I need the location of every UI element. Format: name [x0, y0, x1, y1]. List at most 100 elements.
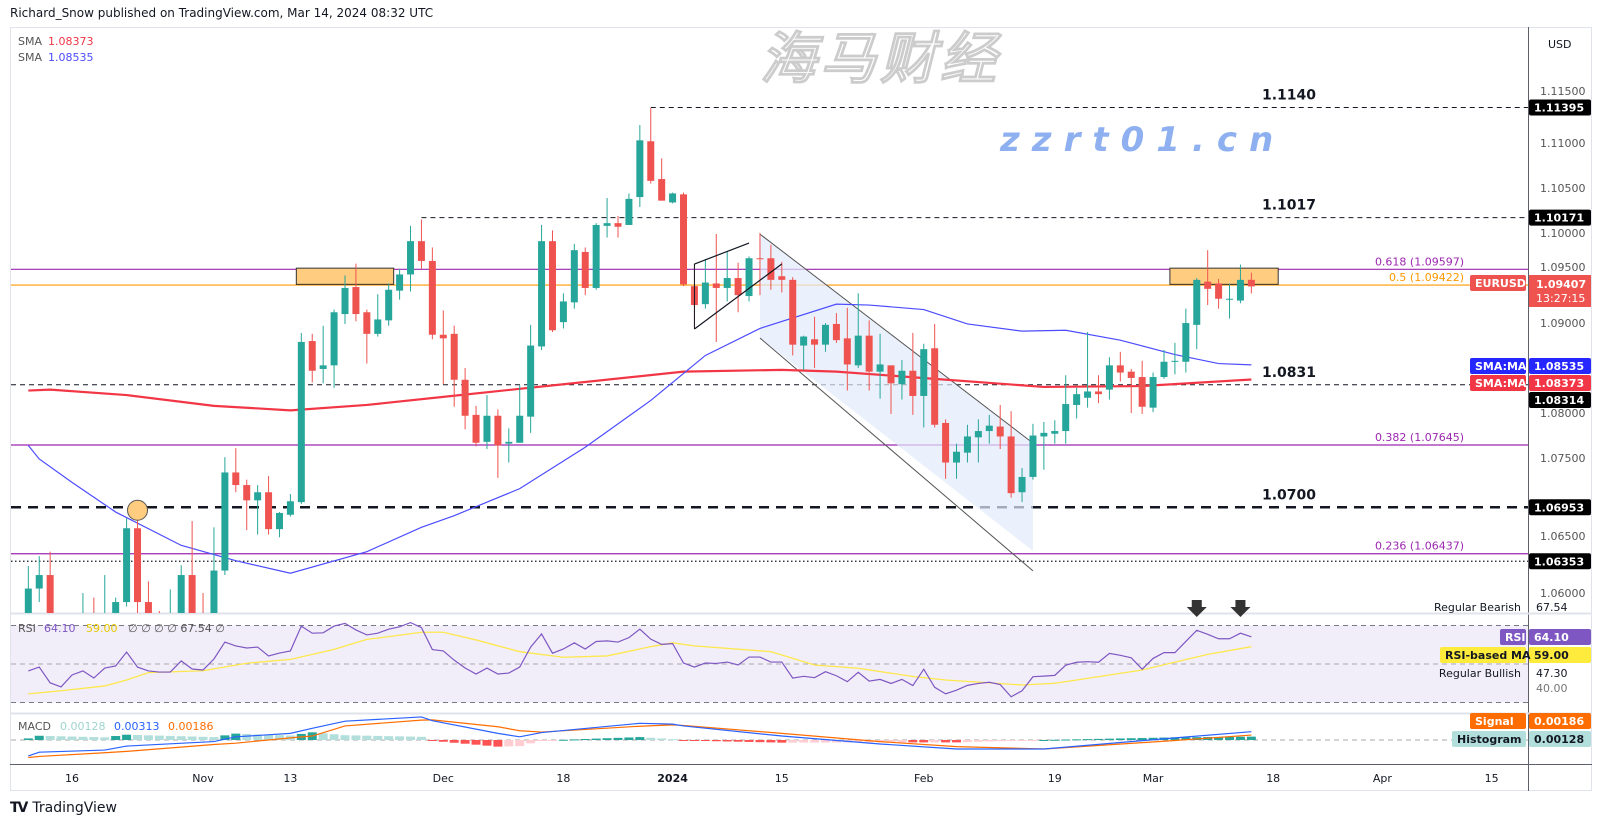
rsi-axis-value: 64.10 [1534, 631, 1569, 644]
candle-body [876, 364, 884, 372]
candle-body [1204, 281, 1212, 289]
macd-histogram-bar [154, 735, 164, 740]
candle-body [974, 431, 982, 438]
legend-sma-slow[interactable]: SMA 1.08373 [18, 35, 94, 48]
watermark-site: zzrt01.cn [1000, 120, 1286, 160]
rsi-ma-axis-label: RSI-based MA [1445, 649, 1531, 662]
candle-body [330, 312, 338, 366]
macd-histogram-bar [580, 738, 590, 740]
price-tick: 1.11000 [1540, 137, 1586, 150]
price-tick: 1.06500 [1540, 530, 1586, 543]
macd-histogram-bar [78, 736, 88, 740]
macd-histogram-bar [187, 736, 197, 740]
candle-body [898, 370, 906, 385]
candle-body [800, 336, 808, 346]
macd-histogram-bar [635, 737, 645, 740]
candle-body [123, 528, 131, 603]
candle-body [494, 415, 502, 446]
macd-histogram-bar [1148, 737, 1158, 740]
time-tick: 16 [65, 772, 79, 785]
macd-histogram-bar [679, 740, 689, 741]
candle-body [352, 287, 360, 315]
macd-histogram-bar [1137, 738, 1147, 740]
macd-histogram-bar [744, 740, 754, 742]
candle-body [243, 485, 251, 501]
macd-signal-line [28, 719, 1252, 759]
regular-bearish-value: 67.54 [1536, 601, 1568, 614]
candle-body [712, 283, 720, 288]
candle-body [625, 198, 633, 225]
macd-histogram-bar [897, 740, 907, 743]
candle-body [112, 602, 120, 613]
candle-body [407, 241, 415, 275]
currency-label[interactable]: USD [1548, 38, 1572, 51]
time-tick: 18 [556, 772, 570, 785]
sma-fast-axis-value: 1.08535 [1534, 360, 1584, 373]
macd-histogram-bar [1028, 740, 1038, 741]
price-pane[interactable] [11, 107, 1528, 688]
candle-body [46, 575, 54, 613]
candle-body [1149, 377, 1157, 408]
macd-histogram-bar [34, 735, 44, 740]
price-axis[interactable]: 1.11500 1.11000 1.10500 1.10000 1.09500 1.090… [1470, 85, 1591, 600]
channel-fill [759, 234, 1033, 551]
macd-histogram-bar [515, 740, 525, 747]
macd-histogram-bar [689, 740, 699, 741]
macd-histogram-bar [657, 738, 667, 740]
time-axis[interactable]: 16 Nov 13 Dec 18 2024 15 Feb 19 Mar 18 Apr 15 [65, 772, 1499, 785]
indicator-legend: SMA 1.08373 SMA 1.08535 [18, 34, 94, 66]
macd-histogram-bar [591, 738, 601, 740]
macd-legend-title: MACD [18, 720, 51, 733]
sma-fast-line [27, 303, 1252, 574]
macd-histogram-bar [1061, 739, 1071, 741]
macd-histogram-bar [930, 740, 940, 743]
macd-histogram-bar [504, 740, 514, 747]
macd-histogram-bar [165, 735, 175, 740]
price-tick: 1.10500 [1540, 182, 1586, 195]
candle-body [385, 289, 393, 321]
candle-body [953, 451, 961, 463]
legend-sma-fast[interactable]: SMA 1.08535 [18, 51, 94, 64]
rsi-legend-title: RSI [18, 622, 36, 635]
candle-body [603, 223, 611, 226]
tradingview-footer[interactable]: TV TradingView [10, 800, 117, 816]
candle-body [1051, 431, 1059, 434]
fib-label: 0.618 (1.09597) [1375, 255, 1464, 268]
macd-histogram-bar [919, 740, 929, 743]
symbol-label-bg [1470, 275, 1526, 291]
candle-body [909, 370, 917, 396]
rsi-ma-axis-value: 59.00 [1534, 649, 1569, 662]
macd-histogram-bar [886, 740, 896, 743]
macd-histogram-bar [1170, 737, 1180, 740]
macd-line [28, 716, 1252, 757]
macd-histogram-bar [122, 734, 132, 740]
macd-histogram-bar [995, 740, 1005, 742]
macd-histogram-bar [973, 740, 983, 742]
candle-body [745, 258, 753, 297]
rsi-ma-axis-label-bg [1440, 647, 1526, 663]
price-tick: 1.08000 [1540, 407, 1586, 420]
candle-body [843, 338, 851, 365]
macd-legend-macd: 0.00313 [114, 720, 160, 733]
macd-hist-axis-label: Histogram [1457, 733, 1522, 746]
time-tick: Nov [192, 772, 214, 785]
candle-body [505, 441, 513, 444]
price-axis-label: 1.10171 [1534, 212, 1584, 225]
macd-histogram-bar [722, 740, 732, 742]
price-axis-label-bg [1529, 499, 1591, 516]
candle-body [188, 575, 196, 613]
rsi-pane[interactable]: Regular Bearish 67.5464.10RSI59.00RSI-bas… [11, 600, 1591, 703]
candle-body [461, 379, 469, 416]
candle-body [669, 193, 677, 203]
candle-body [767, 258, 775, 280]
macd-histogram-bar [962, 740, 972, 743]
candle-body [177, 575, 185, 613]
macd-histogram-bar [220, 735, 230, 740]
rsi-legend-extra: ∅ ∅ ∅ ∅ 67.54 ∅ [128, 622, 225, 635]
candle-body [723, 278, 731, 288]
rsi-ma-line [28, 631, 1252, 695]
price-axis-label: 1.11395 [1534, 102, 1584, 115]
macd-pane[interactable]: 0.00186 Signal 0.00128 Histogram [11, 713, 1591, 759]
macd-histogram-bar [700, 740, 710, 742]
